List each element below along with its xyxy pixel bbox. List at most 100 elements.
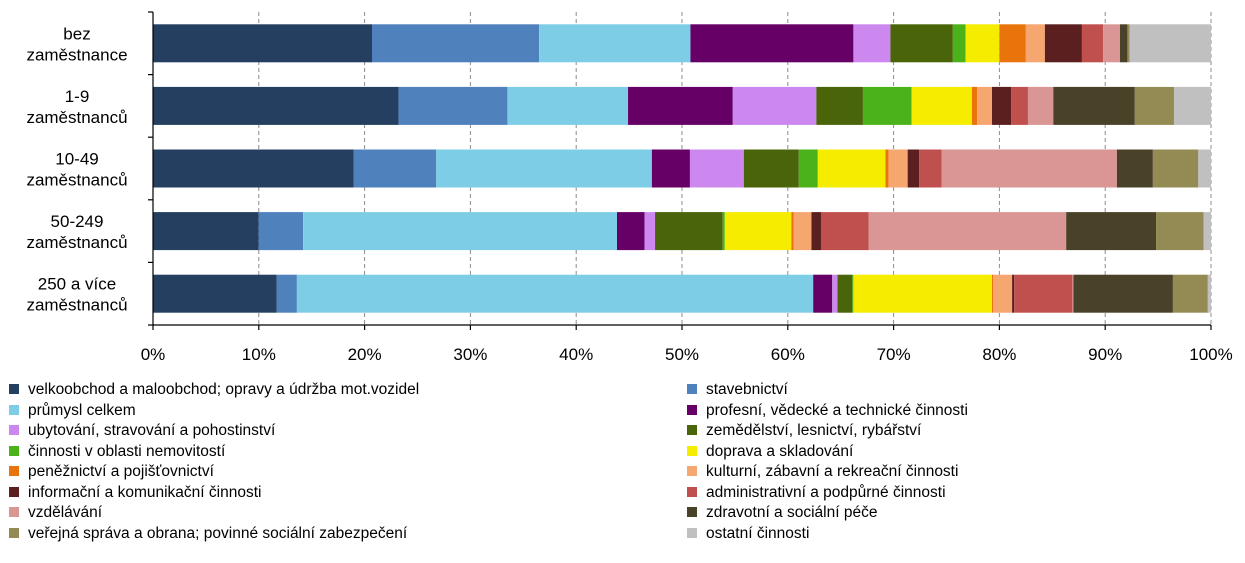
bar-segment (888, 149, 908, 188)
y-category-label: 250 a více zaměstnanců (26, 275, 127, 315)
axes: 0% 10% 20% 30% 40% 50% 60% 70% 80% 90% 100% bez zamě… (26, 11, 1233, 364)
bar-segment (743, 149, 799, 188)
bar-segment (1198, 149, 1211, 188)
bar-segment (1012, 274, 1015, 313)
bar-segment (628, 86, 733, 125)
bar-segment (1011, 86, 1028, 125)
legend-item: peněžnictví a pojišťovnictví (9, 462, 214, 481)
bar-segment (276, 274, 297, 313)
legend-swatch (9, 466, 19, 476)
bar-segment (436, 149, 652, 188)
legend-label: vzdělávání (28, 504, 103, 521)
legend-swatch (687, 527, 697, 538)
bar-segment (1120, 24, 1128, 63)
legend-label: průmysl celkem (28, 401, 136, 419)
x-tick-label: 60% (771, 345, 805, 364)
legend-item: kulturní, zábavní a rekreační činnosti (687, 462, 958, 481)
bar-segment (1172, 274, 1208, 313)
bar-segment (813, 274, 833, 313)
bar-segment (811, 212, 821, 251)
bar-segment (890, 24, 953, 63)
bar-segment (965, 24, 1000, 63)
bar-segment (1044, 24, 1082, 63)
legend-swatch (9, 527, 19, 538)
legend-swatch (9, 384, 19, 394)
bar-segment (153, 24, 373, 63)
bar-segment (816, 86, 863, 125)
legend-item: zemědělství, lesnictví, rybářství (687, 421, 921, 440)
bar-segment (853, 24, 891, 63)
legend-label: kulturní, zábavní a rekreační činnosti (706, 463, 959, 480)
bar-segment (1134, 86, 1174, 125)
legend-swatch (9, 486, 19, 497)
bar-segment (1129, 24, 1211, 63)
y-category-label: 50-249 zaměstnanců (26, 212, 127, 252)
legend-swatch (9, 507, 19, 517)
bar-segment (372, 24, 540, 63)
legend-label: profesní, vědecké a technické činnosti (706, 401, 968, 419)
bar-segment (993, 274, 1013, 313)
x-tick-label: 70% (877, 345, 911, 364)
legend-item: doprava a skladování (687, 442, 853, 461)
x-tick-label: 20% (348, 345, 382, 364)
bar-segment (911, 86, 972, 125)
bar-segment (907, 149, 920, 188)
bar-segment (832, 274, 838, 313)
bar-segment (971, 86, 978, 125)
bar-segment (853, 274, 992, 313)
bar-segment (539, 24, 691, 63)
legend-label: ostatní činnosti (706, 524, 810, 542)
bar-segment (1152, 149, 1199, 188)
legend-swatch (9, 404, 19, 415)
legend-item: velkoobchod a maloobchod; opravy a údržb… (9, 380, 419, 399)
bar-segment (153, 86, 399, 125)
legend-swatch (687, 445, 697, 456)
legend-swatch (9, 425, 19, 435)
legend-label: peněžnictví a pojišťovnictví (28, 463, 214, 480)
legend-label: zemědělství, lesnictví, rybářství (706, 422, 922, 439)
bars (153, 24, 1211, 313)
bar-segment (837, 274, 853, 313)
legend-item: stavebnictví (687, 380, 788, 399)
bar-segment (1014, 274, 1073, 313)
bar-segment (1156, 212, 1204, 251)
legend-item: průmysl celkem (9, 401, 136, 420)
legend-label: administrativní a podpůrné činnosti (706, 483, 946, 501)
x-tick-label: 30% (453, 345, 487, 364)
bar-segment (507, 86, 629, 125)
bar-segment (1066, 212, 1157, 251)
bar-segment (732, 86, 817, 125)
x-tick-label: 80% (982, 345, 1016, 364)
bar-segment (862, 86, 912, 125)
bar-segment (722, 212, 725, 251)
legend-swatch (687, 507, 697, 517)
x-tick-label: 50% (665, 345, 699, 364)
x-tick-label: 0% (141, 345, 166, 364)
legend-swatch (687, 466, 697, 476)
legend: velkoobchod a maloobchod; opravy a údržb… (0, 378, 1245, 563)
legend-swatch (687, 404, 697, 415)
x-tick-label: 90% (1088, 345, 1122, 364)
legend-label: zdravotní a sociální péče (706, 504, 878, 521)
legend-swatch (687, 384, 697, 394)
bar-segment (852, 274, 854, 313)
legend-swatch (687, 425, 697, 435)
bar-segment (1173, 86, 1211, 125)
legend-item: ubytování, stravování a pohostinství (9, 421, 275, 440)
bar-segment (1103, 24, 1121, 63)
y-category-label: bez zaměstnance (26, 24, 127, 64)
chart: 0% 10% 20% 30% 40% 50% 60% 70% 80% 90% 100% bez zamě… (26, 11, 1233, 364)
bar-segment (919, 149, 942, 188)
bar-segment (153, 149, 354, 188)
bar-segment (296, 274, 814, 313)
legend-swatch (687, 486, 697, 497)
bar-segment (258, 212, 304, 251)
bar-segment (1207, 274, 1211, 313)
legend-item: profesní, vědecké a technické činnosti (687, 401, 968, 420)
legend-item: zdravotní a sociální péče (687, 503, 877, 522)
bar-segment (991, 86, 1012, 125)
x-tick-label: 100% (1189, 345, 1232, 364)
legend-label: informační a komunikační činnosti (28, 483, 262, 501)
legend-label: velkoobchod a maloobchod; opravy a údržb… (28, 381, 420, 398)
bar-segment (1072, 274, 1074, 313)
